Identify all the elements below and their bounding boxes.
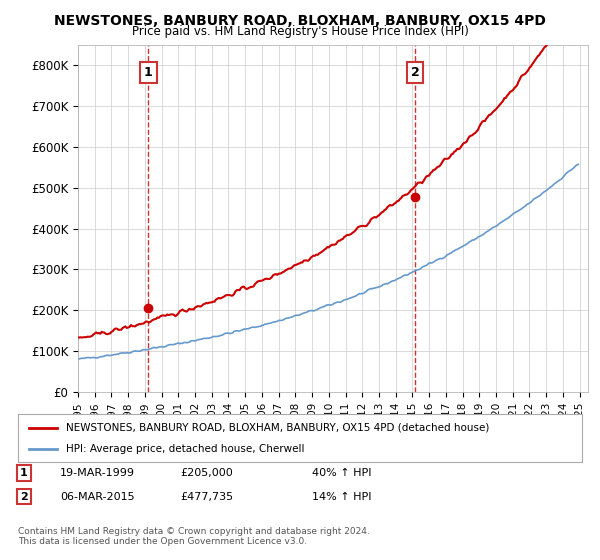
Text: 1: 1 <box>144 66 153 79</box>
Text: 2: 2 <box>411 66 419 79</box>
Text: £477,735: £477,735 <box>180 492 233 502</box>
Text: 19-MAR-1999: 19-MAR-1999 <box>60 468 135 478</box>
Text: 06-MAR-2015: 06-MAR-2015 <box>60 492 134 502</box>
Text: 2: 2 <box>20 492 28 502</box>
Text: 1: 1 <box>20 468 28 478</box>
Text: NEWSTONES, BANBURY ROAD, BLOXHAM, BANBURY, OX15 4PD (detached house): NEWSTONES, BANBURY ROAD, BLOXHAM, BANBUR… <box>66 423 490 433</box>
Text: 40% ↑ HPI: 40% ↑ HPI <box>312 468 371 478</box>
Text: Price paid vs. HM Land Registry's House Price Index (HPI): Price paid vs. HM Land Registry's House … <box>131 25 469 38</box>
Text: 14% ↑ HPI: 14% ↑ HPI <box>312 492 371 502</box>
Text: HPI: Average price, detached house, Cherwell: HPI: Average price, detached house, Cher… <box>66 444 304 454</box>
Text: NEWSTONES, BANBURY ROAD, BLOXHAM, BANBURY, OX15 4PD: NEWSTONES, BANBURY ROAD, BLOXHAM, BANBUR… <box>54 14 546 28</box>
Text: Contains HM Land Registry data © Crown copyright and database right 2024.
This d: Contains HM Land Registry data © Crown c… <box>18 526 370 546</box>
Text: £205,000: £205,000 <box>180 468 233 478</box>
